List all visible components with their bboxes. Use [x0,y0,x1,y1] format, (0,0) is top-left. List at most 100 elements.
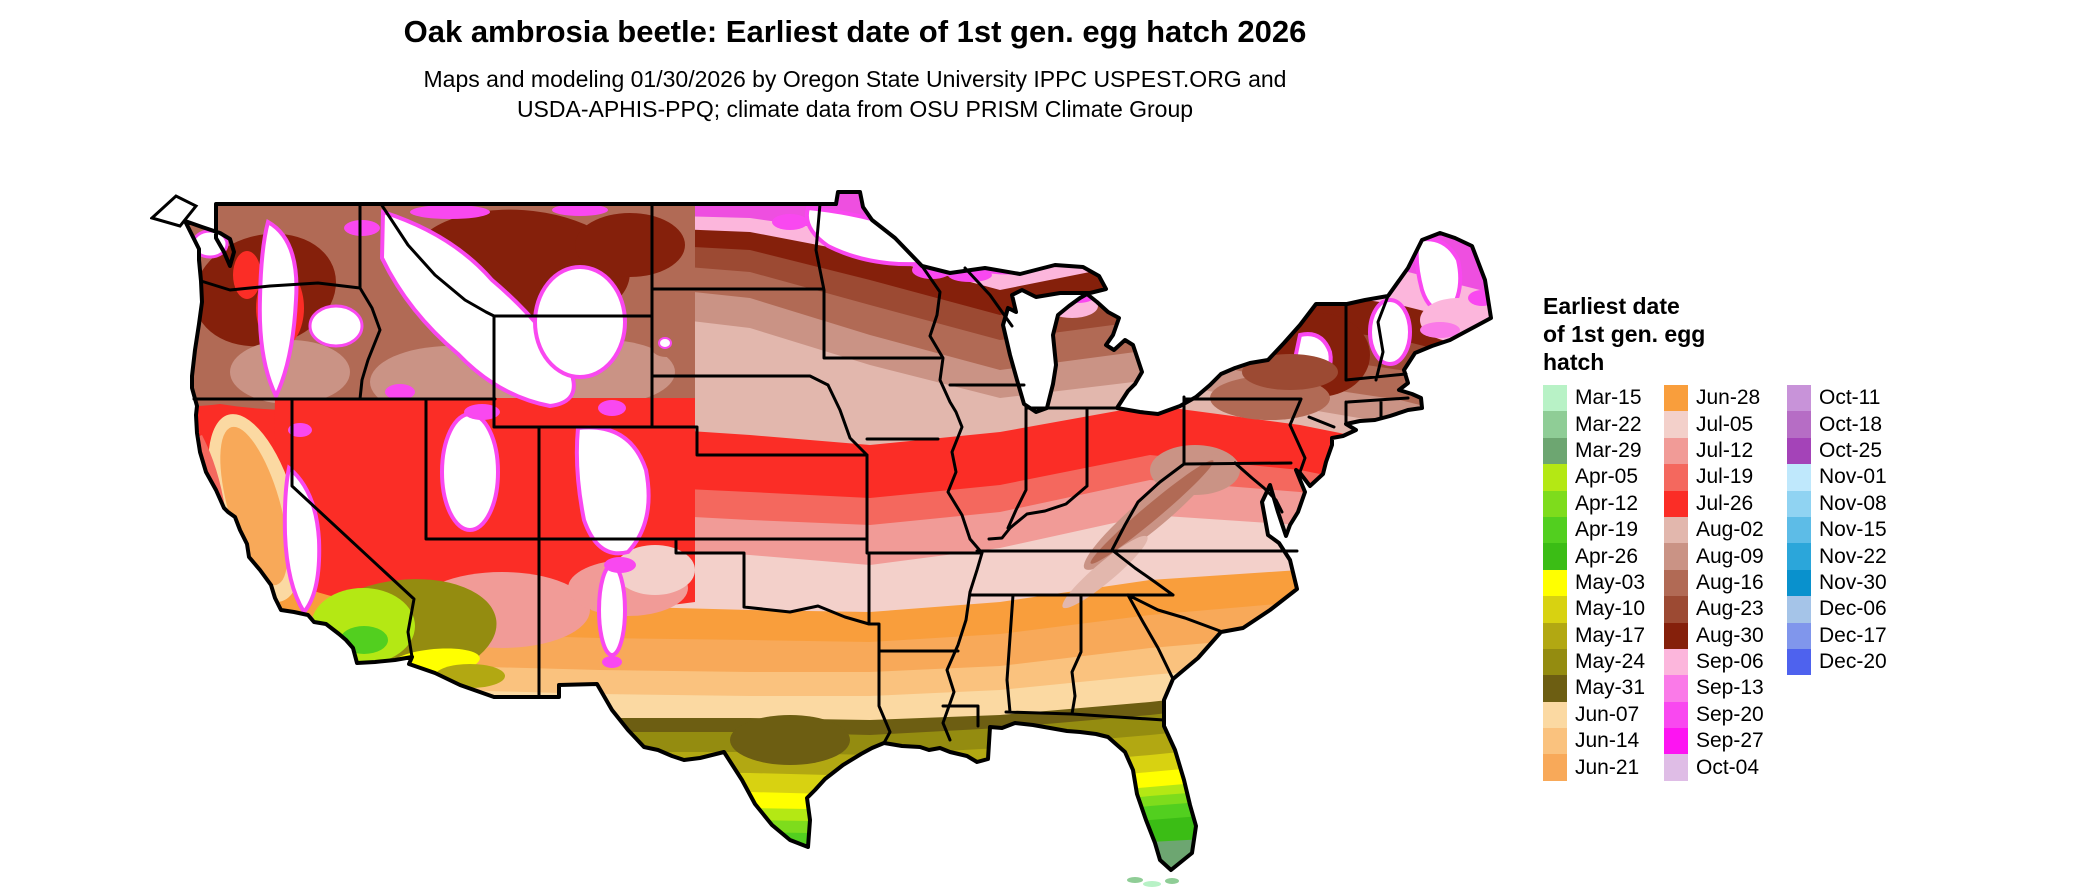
legend-entry: Oct-25 [1787,437,1887,465]
vancouver-island [150,194,199,228]
legend-entry: Jul-26 [1664,490,1787,517]
legend-swatch [1664,543,1688,570]
legend-swatch [1543,754,1567,781]
legend-title: Earliest date of 1st gen. egg hatch [1543,292,2083,376]
legend-entry: Apr-05 [1543,464,1664,491]
legend-entry: Nov-01 [1787,464,1887,491]
legend-label: Sep-13 [1696,676,1764,700]
legend-entry: Jul-05 [1664,411,1787,438]
legend-label: Nov-30 [1819,570,1887,594]
legend-swatch [1543,437,1567,465]
legend-entry: Oct-11 [1787,385,1887,412]
legend-label: Mar-22 [1575,412,1642,436]
legend-swatch [1787,543,1811,570]
legend-swatch [1664,622,1688,649]
legend-entry: Apr-12 [1543,490,1664,517]
legend-column: Oct-11 Oct-18 Oct-25 Nov-01 Nov-08 Nov-15 Nov-… [1787,385,1887,781]
legend-entry: Aug-02 [1664,516,1787,544]
legend-label: Apr-05 [1575,465,1639,489]
legend-label: Jun-07 [1575,702,1640,726]
legend-swatch [1787,437,1811,465]
legend-label: Dec-17 [1819,623,1887,647]
legend-swatch [1543,596,1567,623]
subtitle-line-1: Maps and modeling 01/30/2026 by Oregon S… [423,66,1287,92]
legend-entry: Dec-06 [1787,596,1887,623]
legend-swatch [1664,648,1688,676]
legend-columns: Mar-15 Mar-22 Mar-29 Apr-05 Apr-12 Apr-19 Apr-… [1543,385,1887,781]
legend-column: Mar-15 Mar-22 Mar-29 Apr-05 Apr-12 Apr-19 Apr-… [1543,385,1664,781]
subtitle-line-2: USDA-APHIS-PPQ; climate data from OSU PR… [516,96,1194,122]
legend-swatch [1664,437,1688,465]
legend-swatch [1664,728,1688,755]
legend-swatch [1664,701,1688,729]
us-outline [183,190,1493,872]
legend-label: Apr-19 [1575,518,1639,542]
header: Oak ambrosia beetle: Earliest date of 1s… [0,14,1710,124]
legend-swatch [1543,411,1567,438]
legend-swatch [1787,648,1811,676]
legend-label: Jul-05 [1696,412,1754,436]
legend-entry: Mar-29 [1543,437,1664,465]
legend-entry: May-24 [1543,648,1664,676]
legend-label: Aug-16 [1696,570,1764,594]
legend-swatch [1543,569,1567,597]
legend-column: Jun-28 Jul-05 Jul-12 Jul-19 Jul-26 Aug-02 Aug-… [1664,385,1787,781]
legend-label: Jun-14 [1575,729,1640,753]
legend-label: Oct-18 [1819,412,1883,436]
legend-swatch [1787,385,1811,412]
legend-label: Dec-20 [1819,650,1887,674]
legend-swatch [1543,675,1567,702]
legend-entry: May-31 [1543,675,1664,702]
legend-label: Aug-02 [1696,518,1764,542]
legend-label: Sep-20 [1696,702,1764,726]
legend-label: Mar-29 [1575,438,1642,462]
legend-entry: Jul-12 [1664,437,1787,465]
legend-label: May-10 [1575,597,1646,621]
legend-label: Nov-22 [1819,544,1887,568]
legend-entry: Aug-16 [1664,569,1787,597]
legend-entry: Sep-06 [1664,648,1787,676]
legend-entry: Apr-26 [1543,543,1664,570]
legend-entry: Sep-27 [1664,728,1787,755]
legend-label: Nov-08 [1819,491,1887,515]
legend-title-line-2: of 1st gen. egg [1543,321,1706,347]
legend-label: Nov-01 [1819,465,1887,489]
legend: Earliest date of 1st gen. egg hatch Mar-… [1543,292,2083,781]
legend-entry: Sep-20 [1664,701,1787,729]
legend-entry: Nov-15 [1787,516,1887,544]
legend-swatch [1664,411,1688,438]
legend-entry: Mar-22 [1543,411,1664,438]
legend-swatch [1543,490,1567,517]
legend-label: Apr-26 [1575,544,1639,568]
legend-label: Jul-12 [1696,438,1754,462]
legend-label: May-24 [1575,650,1646,674]
legend-swatch [1664,569,1688,597]
legend-swatch [1543,385,1567,412]
legend-label: Sep-27 [1696,729,1764,753]
legend-label: May-03 [1575,570,1646,594]
legend-entry: May-10 [1543,596,1664,623]
legend-label: Jul-19 [1696,465,1754,489]
legend-entry: Nov-08 [1787,490,1887,517]
legend-entry: Aug-30 [1664,622,1787,649]
legend-label: Aug-23 [1696,597,1764,621]
legend-swatch [1543,464,1567,491]
legend-entry: May-17 [1543,622,1664,649]
legend-swatch [1664,490,1688,517]
legend-swatch [1664,385,1688,412]
legend-swatch [1787,516,1811,544]
legend-swatch [1543,543,1567,570]
legend-swatch [1543,728,1567,755]
legend-entry: Nov-22 [1787,543,1887,570]
legend-label: Jun-28 [1696,386,1761,410]
legend-label: Aug-09 [1696,544,1764,568]
legend-swatch [1543,622,1567,649]
legend-entry: May-03 [1543,569,1664,597]
legend-entry: Jun-21 [1543,754,1664,781]
legend-entry: Dec-20 [1787,648,1887,676]
page-subtitle: Maps and modeling 01/30/2026 by Oregon S… [0,64,1710,124]
florida-keys [1127,877,1179,887]
legend-title-line-3: hatch [1543,349,1605,375]
legend-entry: Nov-30 [1787,569,1887,597]
